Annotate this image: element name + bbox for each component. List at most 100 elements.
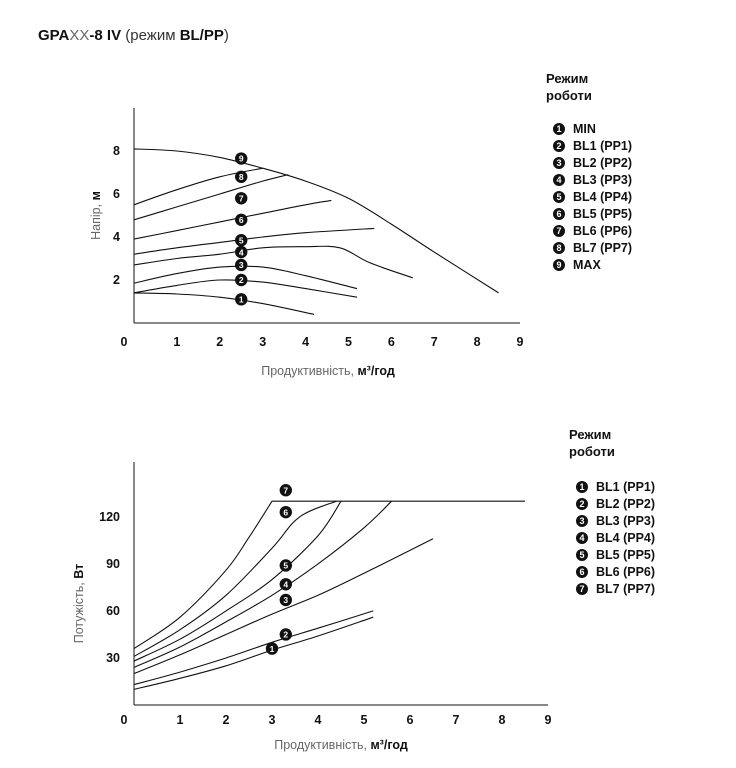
title-model-light: XX	[69, 27, 90, 44]
power-y-tick-label: 90	[106, 557, 120, 571]
head-series-badge-label: 6	[239, 215, 244, 225]
legend-top-item: 5 BL4 (PP4)	[553, 188, 632, 205]
legend-bottom: 1 BL1 (PP1) 2 BL2 (PP2) 3 BL3 (PP3) 4 BL4 (PP4)…	[576, 478, 655, 597]
power-series-badge-icon	[279, 484, 292, 497]
head-x-tick-label: 2	[216, 335, 223, 349]
legend-top-title-line1: Режим	[546, 71, 589, 86]
legend-bottom-item: 2 BL2 (PP2)	[576, 495, 655, 512]
legend-top-item: 6 BL5 (PP5)	[553, 205, 632, 222]
number-badge-icon: 6	[553, 207, 565, 220]
legend-top-label: MAX	[573, 257, 601, 272]
legend-top-item: 4 BL3 (PP3)	[553, 171, 632, 188]
power-x-tick-label: 9	[545, 713, 552, 727]
legend-top-item: 2 BL1 (PP1)	[553, 137, 632, 154]
title-model-tail: -8 IV	[89, 27, 122, 44]
power-x-tick-label: 1	[177, 713, 184, 727]
legend-top-label: BL1 (PP1)	[573, 138, 633, 153]
power-x-tick-label: 7	[453, 713, 460, 727]
number-badge-icon: 3	[576, 514, 588, 527]
power-series-badge-label: 7	[283, 485, 288, 495]
head-series-badge-label: 1	[239, 295, 244, 305]
head-x-tick-label: 1	[173, 335, 180, 349]
power-series-line	[133, 538, 434, 675]
legend-top: 1 MIN 2 BL1 (PP1) 3 BL2 (PP2) 4 BL3 (PP3) 5 BL4 (…	[553, 120, 632, 273]
chart-title: GPAXX-8 IV (режим BL/PP)	[38, 27, 229, 44]
legend-top-label: BL7 (PP7)	[573, 240, 633, 255]
power-series-line	[133, 500, 392, 668]
head-x-tick-label: 6	[388, 335, 395, 349]
head-series-badge-icon	[235, 273, 248, 287]
legend-top-item: 8 BL7 (PP7)	[553, 239, 632, 256]
legend-bottom-item: 6 BL6 (PP6)	[576, 563, 655, 580]
legend-top-item: 7 BL6 (PP6)	[553, 222, 632, 239]
head-series-badge-label: 2	[239, 275, 244, 285]
number-badge-icon: 2	[553, 139, 565, 152]
power-series-line	[133, 500, 342, 662]
number-badge-icon: 8	[553, 241, 565, 254]
power-series-badge-label: 3	[283, 595, 288, 605]
head-series-line	[133, 174, 289, 221]
head-x-tick-label: 8	[474, 335, 481, 349]
number-badge-icon: 6	[576, 565, 588, 578]
power-series-badge-label: 1	[270, 644, 275, 654]
power-x-tick-label: 3	[269, 713, 276, 727]
power-x-tick-label: 6	[407, 713, 414, 727]
head-series-badge-icon	[235, 192, 248, 205]
legend-bottom-label: BL6 (PP6)	[596, 564, 656, 579]
legend-top-label: BL3 (PP3)	[573, 172, 633, 187]
legend-bottom-item: 3 BL3 (PP3)	[576, 512, 655, 529]
head-y-tick-label: 8	[113, 144, 120, 158]
head-series-badge-label: 7	[239, 194, 244, 204]
number-badge-icon: 7	[553, 224, 565, 237]
head-x-tick-label: 7	[431, 335, 438, 349]
number-badge-icon: 5	[553, 190, 565, 203]
legend-bottom-item: 7 BL7 (PP7)	[576, 580, 655, 597]
number-badge-icon: 4	[553, 173, 565, 186]
legend-bottom-title: Режим роботи	[569, 426, 615, 460]
power-series-badge-label: 6	[283, 507, 288, 517]
power-x-tick-label: 5	[361, 713, 368, 727]
power-series-line	[133, 500, 525, 650]
power-x-tick-label: 0	[121, 713, 128, 727]
legend-top-label: BL4 (PP4)	[573, 189, 633, 204]
head-y-tick-label: 6	[113, 187, 120, 201]
power-y-tick-label: 120	[99, 510, 120, 524]
number-badge-icon: 1	[576, 480, 588, 493]
head-series-line	[133, 148, 499, 294]
head-series-badge-label: 4	[239, 247, 244, 257]
title-mode-bold: BL/PP	[179, 27, 224, 44]
head-y-tick-label: 4	[113, 230, 120, 244]
legend-top-title: Режим роботи	[546, 70, 592, 104]
legend-top-item: 9 MAX	[553, 256, 632, 273]
legend-bottom-label: BL4 (PP4)	[596, 530, 656, 545]
power-x-tick-label: 8	[499, 713, 506, 727]
head-series-line	[133, 245, 413, 279]
head-x-tick-label: 4	[302, 335, 309, 349]
power-x-axis-label: Продуктивність, м³/год	[274, 738, 408, 752]
head-series-badge-label: 8	[239, 172, 244, 182]
legend-bottom-label: BL7 (PP7)	[596, 581, 656, 596]
legend-bottom-label: BL3 (PP3)	[596, 513, 656, 528]
head-series-line	[133, 292, 315, 315]
title-mode-prefix: (режим	[121, 27, 180, 44]
power-series-line	[133, 500, 337, 657]
head-x-tick-label: 9	[517, 335, 524, 349]
power-series-badge-icon	[279, 628, 292, 641]
power-y-tick-label: 30	[106, 651, 120, 665]
number-badge-icon: 3	[553, 156, 565, 169]
number-badge-icon: 2	[576, 497, 588, 510]
power-x-tick-label: 4	[315, 713, 322, 727]
power-series-badge-icon	[265, 642, 279, 655]
power-series-line	[133, 610, 374, 686]
head-series-badge-label: 9	[239, 154, 244, 164]
number-badge-icon: 1	[553, 122, 565, 135]
power-series-badge-icon	[279, 505, 292, 519]
number-badge-icon: 5	[576, 548, 588, 561]
legend-bottom-item: 4 BL4 (PP4)	[576, 529, 655, 546]
power-series-badge-label: 4	[283, 579, 288, 589]
legend-bottom-label: BL2 (PP2)	[596, 496, 656, 511]
legend-bottom-label: BL5 (PP5)	[596, 547, 656, 562]
head-x-tick-label: 3	[259, 335, 266, 349]
head-y-tick-label: 2	[113, 273, 120, 287]
